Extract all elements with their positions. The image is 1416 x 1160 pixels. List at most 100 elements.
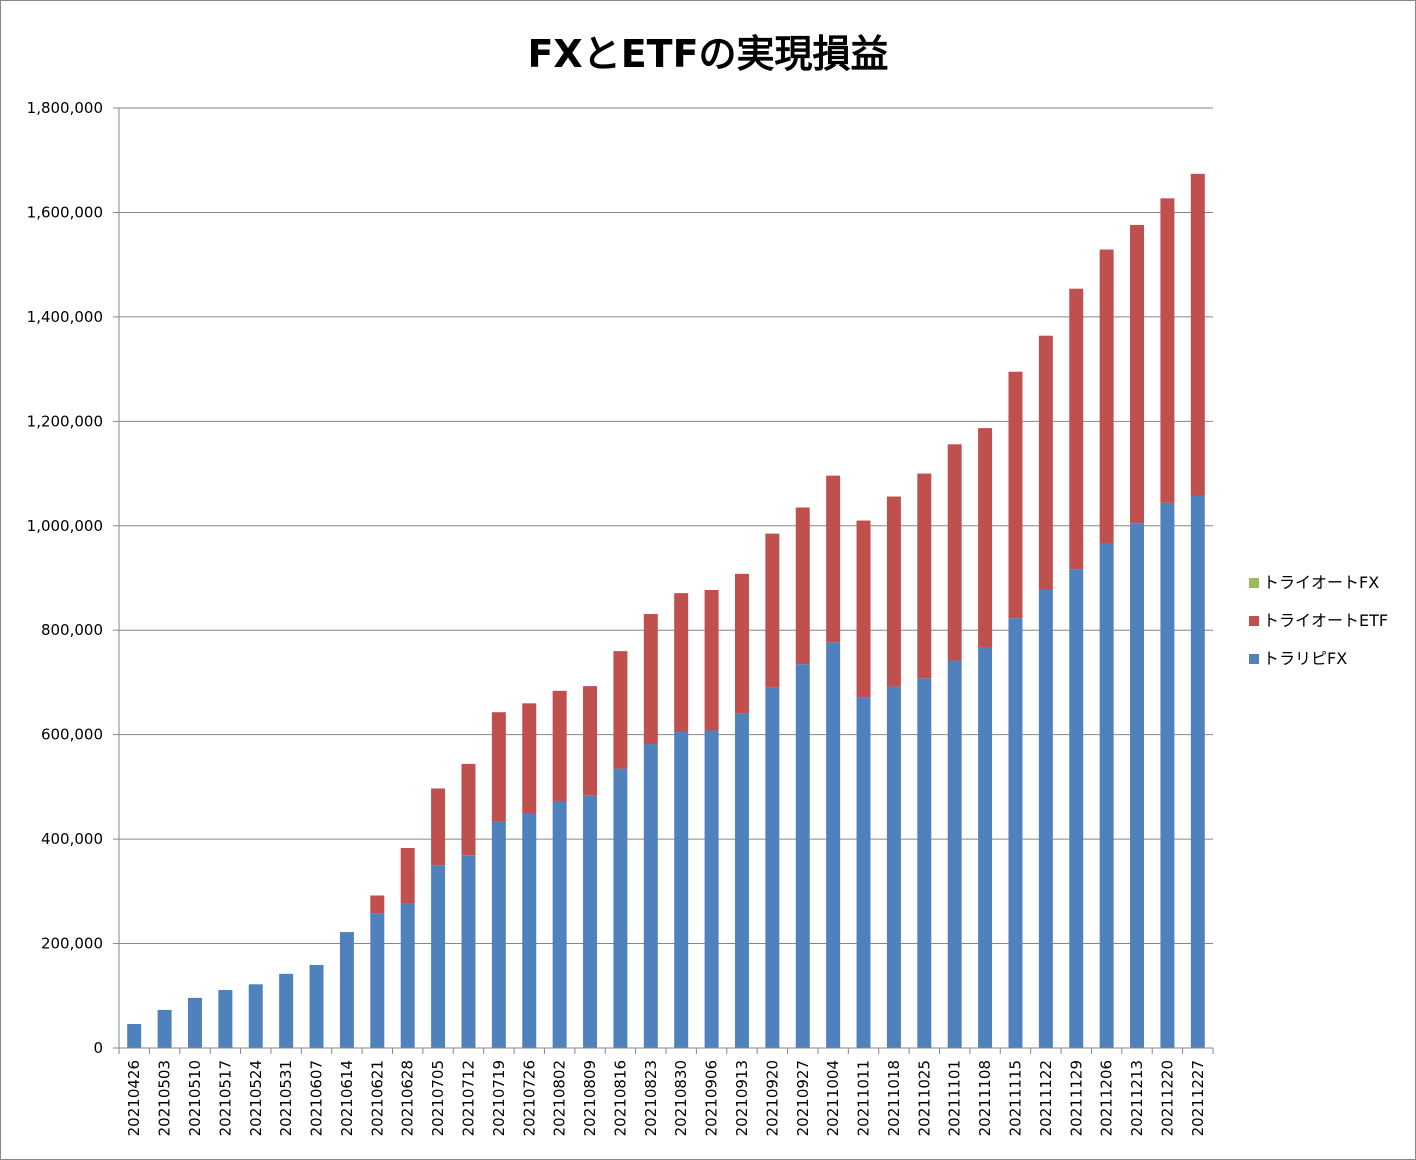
bar-segment xyxy=(643,744,658,1048)
bar-segment xyxy=(370,895,385,914)
x-tick-label: 20210719 xyxy=(490,1060,508,1136)
bar-segment xyxy=(127,1023,142,1048)
bar-segment xyxy=(1069,569,1084,1048)
bar-segment xyxy=(613,651,628,769)
legend-swatch xyxy=(1249,654,1259,664)
bar-segment xyxy=(1160,502,1175,1048)
bar-segment xyxy=(461,855,476,1048)
x-tick-label: 20210809 xyxy=(581,1060,599,1136)
bar-segment xyxy=(552,800,567,1048)
bar-segment xyxy=(826,475,841,643)
bar-segment xyxy=(339,932,354,1048)
legend-entry: トライオートFX xyxy=(1263,573,1379,592)
y-tick-label: 1,000,000 xyxy=(27,517,103,535)
y-tick-label: 800,000 xyxy=(41,621,103,639)
bar-segment xyxy=(826,642,841,1048)
x-tick-label: 20211025 xyxy=(915,1060,933,1136)
bar-segment xyxy=(491,712,506,822)
bar-segment xyxy=(734,713,749,1048)
bar-segment xyxy=(370,913,385,1048)
bar-segment xyxy=(795,664,810,1048)
y-tick-label: 1,800,000 xyxy=(27,99,103,117)
x-tick-label: 20210531 xyxy=(277,1060,295,1136)
x-tick-label: 20210517 xyxy=(216,1060,234,1136)
legend-entry: トライオートETF xyxy=(1263,611,1388,630)
bar-segment xyxy=(309,964,324,1048)
y-tick-label: 1,600,000 xyxy=(27,203,103,221)
bar-segment xyxy=(1008,371,1023,619)
bar-segment xyxy=(187,997,202,1048)
bar-segment xyxy=(947,660,962,1048)
bar-segment xyxy=(704,590,719,731)
x-tick-label: 20210712 xyxy=(459,1060,477,1136)
bar-segment xyxy=(1130,224,1145,524)
x-axis-tick-labels: 20210426 20210503 20210510 20210517 20210524… xyxy=(125,1060,1207,1136)
bar-segment xyxy=(461,763,476,856)
bar-segment xyxy=(947,444,962,661)
bar-segment xyxy=(856,697,871,1048)
bar-segment xyxy=(1190,495,1205,1048)
x-tick-label: 20210426 xyxy=(125,1060,143,1136)
x-tick-label: 20210726 xyxy=(520,1060,538,1136)
bar-segment xyxy=(491,821,506,1048)
chart-title: FXとETFの実現損益 xyxy=(527,32,888,76)
bar-segment xyxy=(765,533,780,688)
bar-segment xyxy=(795,507,810,665)
bar-segment xyxy=(279,973,294,1048)
bar-segment xyxy=(704,730,719,1048)
x-tick-label: 20210628 xyxy=(399,1060,417,1136)
x-tick-label: 20210927 xyxy=(794,1060,812,1136)
x-tick-label: 20211213 xyxy=(1128,1060,1146,1136)
x-tick-label: 20210823 xyxy=(642,1060,660,1136)
x-tick-label: 20210524 xyxy=(247,1060,265,1136)
bar-segment xyxy=(1069,288,1084,570)
bar-segment xyxy=(1038,589,1053,1048)
bar-segment xyxy=(1130,523,1145,1048)
bar-segment xyxy=(1038,335,1053,590)
x-tick-label: 20210503 xyxy=(156,1060,174,1136)
bar-segment xyxy=(734,573,749,714)
x-tick-label: 20211206 xyxy=(1098,1060,1116,1136)
bar-segment xyxy=(248,984,263,1048)
x-tick-label: 20211220 xyxy=(1158,1060,1176,1136)
bar-segment xyxy=(431,865,446,1048)
bar-segment xyxy=(643,614,658,745)
bar-segment xyxy=(613,768,628,1048)
gridlines xyxy=(113,107,1213,1049)
y-tick-label: 1,200,000 xyxy=(27,412,103,430)
bar-segment xyxy=(583,795,598,1048)
x-tick-label: 20210816 xyxy=(611,1060,629,1136)
bar-segment xyxy=(522,703,537,813)
bar-segment xyxy=(1008,618,1023,1048)
bar-segment xyxy=(886,496,901,687)
bar-segment xyxy=(400,847,415,904)
x-tick-label: 20210913 xyxy=(733,1060,751,1136)
x-tick-label: 20210621 xyxy=(368,1060,386,1136)
legend-entry: トラリピFX xyxy=(1263,649,1347,668)
x-tick-label: 20211129 xyxy=(1067,1060,1085,1136)
y-tick-label: 0 xyxy=(93,1039,103,1057)
y-tick-label: 600,000 xyxy=(41,726,103,744)
x-tick-label: 20211004 xyxy=(824,1060,842,1136)
bar-segment xyxy=(552,690,567,801)
x-tick-label: 20211227 xyxy=(1189,1060,1207,1136)
bar-segment xyxy=(917,678,932,1048)
x-tick-label: 20210607 xyxy=(308,1060,326,1136)
y-axis-tick-labels: 0 200,000 400,000 600,000 800,000 1,000,000 1,… xyxy=(27,99,103,1057)
x-tick-label: 20211101 xyxy=(946,1060,964,1136)
bar-segment xyxy=(856,520,871,698)
bar-segment xyxy=(1160,198,1175,503)
x-tick-label: 20210920 xyxy=(763,1060,781,1136)
y-tick-label: 400,000 xyxy=(41,830,103,848)
bar-segment xyxy=(978,647,993,1048)
bar-segment xyxy=(1099,543,1114,1048)
x-tick-label: 20210705 xyxy=(429,1060,447,1136)
bar-segment xyxy=(917,473,932,679)
bar-segment xyxy=(1099,249,1114,544)
bar-segment xyxy=(218,990,233,1048)
axes xyxy=(118,108,1214,1054)
y-tick-label: 200,000 xyxy=(41,935,103,953)
x-tick-label: 20210510 xyxy=(186,1060,204,1136)
